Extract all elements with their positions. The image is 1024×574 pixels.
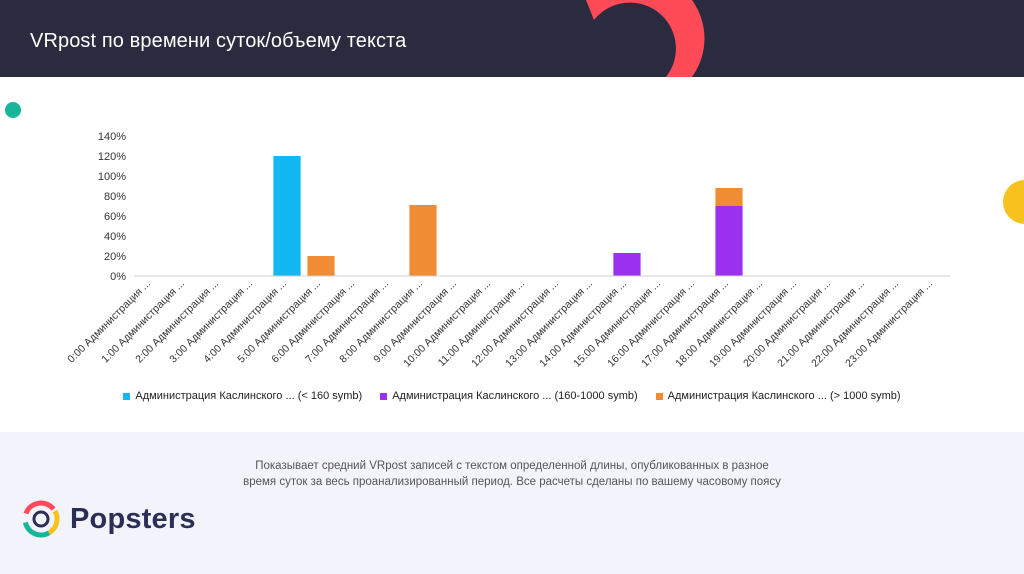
legend-swatch — [123, 392, 131, 400]
caption-line: Показывает средний VRpost записей с текс… — [255, 460, 769, 472]
decorative-arc-icon — [586, 0, 705, 77]
legend-item-short: Администрация Каслинского ... (< 160 sym… — [123, 390, 362, 402]
legend-swatch — [380, 392, 388, 400]
bar-5-00-series-2 — [307, 256, 335, 276]
legend-label: Администрация Каслинского ... (160-1000 … — [392, 390, 638, 402]
page-title: VRpost по времени суток/объему текста — [30, 30, 407, 52]
caption-line: время суток за весь проанализированный п… — [243, 476, 781, 488]
chart-legend: Администрация Каслинского ... (< 160 sym… — [0, 390, 1024, 402]
y-tick-label: 80% — [104, 191, 126, 203]
bar-4-00-series-0 — [273, 156, 301, 276]
decorative-circle-icon — [1003, 180, 1024, 224]
legend-item-long: Администрация Каслинского ... (> 1000 sy… — [655, 390, 901, 402]
y-tick-label: 140% — [98, 131, 126, 143]
popsters-logo-icon — [22, 500, 60, 538]
legend-label: Администрация Каслинского ... (> 1000 sy… — [667, 390, 901, 402]
legend-swatch — [655, 392, 663, 400]
y-axis: 0% 20% 40% 60% 80% 100% 120% 140% — [98, 131, 126, 283]
y-tick-label: 100% — [98, 171, 126, 183]
bar-17-00-series-2 — [715, 188, 743, 206]
x-axis: 0:00 Администрация ...1:00 Администрация… — [65, 278, 935, 370]
y-tick-label: 40% — [104, 231, 126, 243]
chart-description: Показывает средний VRpost записей с текс… — [0, 458, 1024, 490]
bottom-band — [0, 432, 1024, 574]
logo-text: Popsters — [70, 502, 196, 535]
header-bar: VRpost по времени суток/объему текста — [0, 0, 1024, 77]
bar-chart: 0% 20% 40% 60% 80% 100% 120% 140% 0:00 Админист… — [65, 131, 950, 370]
bars-group — [273, 156, 743, 276]
bar-14-00-series-1 — [613, 253, 641, 276]
legend-label: Администрация Каслинского ... (< 160 sym… — [135, 390, 363, 402]
y-tick-label: 0% — [110, 271, 126, 283]
decorative-dot-icon — [5, 102, 21, 118]
y-tick-label: 60% — [104, 211, 126, 223]
popsters-logo: Popsters — [22, 500, 196, 538]
y-tick-label: 20% — [104, 251, 126, 263]
bar-8-00-series-2 — [409, 205, 437, 276]
legend-item-medium: Администрация Каслинского ... (160-1000 … — [380, 390, 638, 402]
y-tick-label: 120% — [98, 151, 126, 163]
bar-17-00-series-1 — [715, 206, 743, 276]
